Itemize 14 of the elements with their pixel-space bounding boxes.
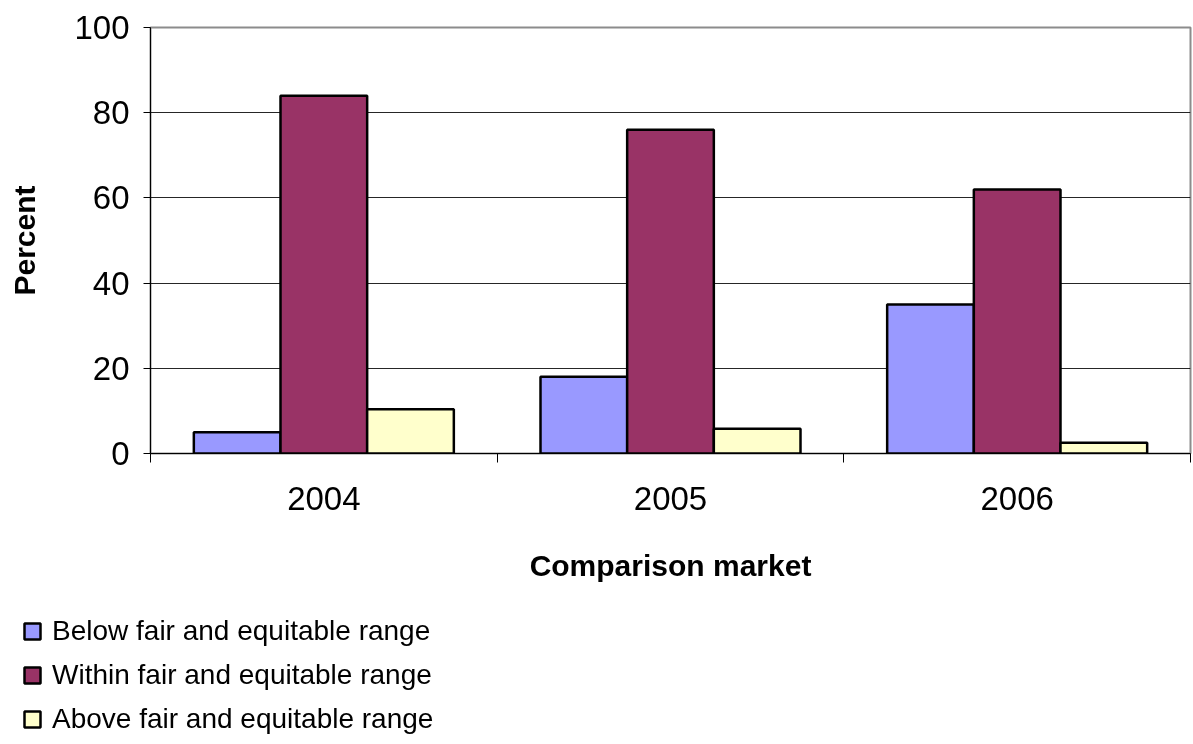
y-tick-label: 40 xyxy=(92,264,130,302)
x-axis-title: Comparison market xyxy=(529,548,812,582)
y-tick-label: 100 xyxy=(74,9,130,46)
y-axis-title: Percent xyxy=(8,185,42,296)
y-tick-label: 60 xyxy=(92,179,130,217)
y-tick-label: 80 xyxy=(92,94,130,132)
x-tick-label: 2004 xyxy=(287,479,361,517)
y-tick-label: 20 xyxy=(92,349,130,387)
x-tick-label: 2005 xyxy=(633,479,708,517)
legend-label: Above fair and equitable range xyxy=(52,703,434,735)
x-tick-label: 2006 xyxy=(980,479,1054,517)
legend-label: Below fair and equitable range xyxy=(52,615,431,647)
legend-label: Within fair and equitable range xyxy=(52,659,432,691)
y-tick-label: 0 xyxy=(111,435,130,472)
